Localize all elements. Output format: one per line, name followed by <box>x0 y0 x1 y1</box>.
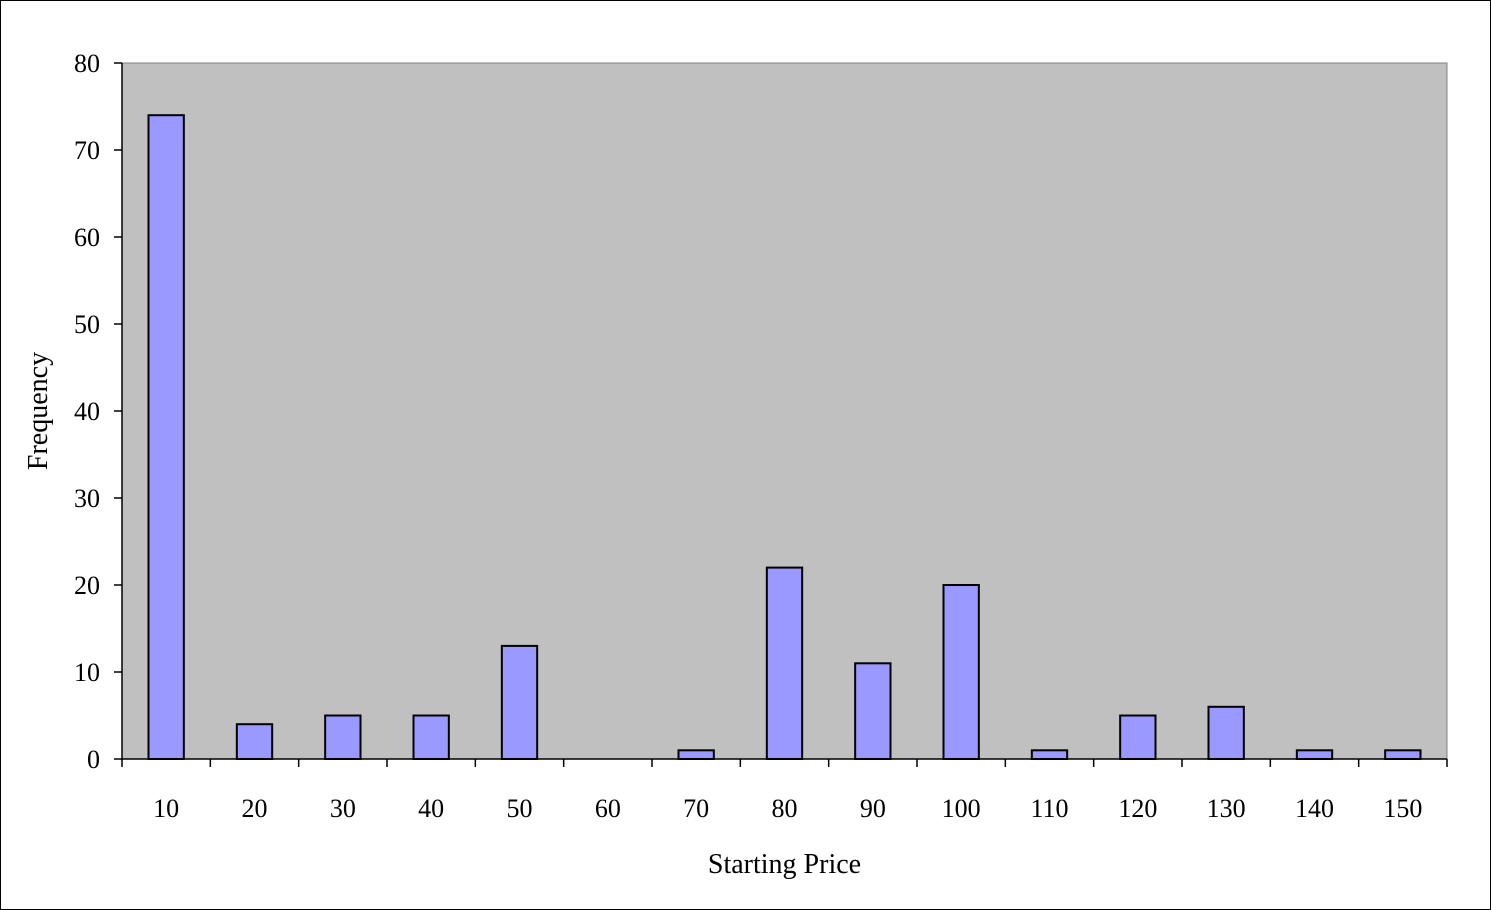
bar-110 <box>1030 749 1069 760</box>
x-tick-label: 140 <box>1295 794 1334 823</box>
y-tick-label: 40 <box>74 397 100 426</box>
bar-80 <box>765 566 804 760</box>
bar-150 <box>1384 749 1422 760</box>
bar-90 <box>854 662 892 760</box>
x-axis-title: Starting Price <box>708 849 861 880</box>
y-tick-label: 20 <box>74 571 100 600</box>
x-tick-label: 90 <box>860 794 886 823</box>
y-tick-label: 80 <box>74 49 100 78</box>
y-tick-label: 70 <box>74 136 100 165</box>
y-tick-label: 10 <box>74 658 100 687</box>
x-tick-label: 10 <box>153 794 179 823</box>
bar-50 <box>500 644 539 761</box>
bar-70 <box>677 749 715 760</box>
x-tick-label: 100 <box>942 794 981 823</box>
bar-140 <box>1295 749 1334 760</box>
bar-20 <box>235 723 274 761</box>
bar-130 <box>1207 705 1245 760</box>
bar-120 <box>1119 714 1157 760</box>
x-tick-label: 60 <box>595 794 621 823</box>
x-tick-label: 120 <box>1118 794 1157 823</box>
x-tick-label: 30 <box>330 794 356 823</box>
x-tick-label: 20 <box>242 794 268 823</box>
y-axis: 0 10 20 30 40 50 60 70 80 <box>74 49 123 774</box>
y-tick-label: 50 <box>74 310 100 339</box>
x-tick-label: 130 <box>1207 794 1246 823</box>
bar-30 <box>324 714 362 760</box>
x-tick-label: 50 <box>507 794 533 823</box>
y-axis-title: Frequency <box>23 352 54 470</box>
bar-40 <box>412 714 450 760</box>
x-tick-label: 110 <box>1030 794 1068 823</box>
x-tick-label: 40 <box>418 794 444 823</box>
bar-100 <box>942 584 980 760</box>
x-tick-label: 150 <box>1383 794 1422 823</box>
y-tick-label: 30 <box>74 484 100 513</box>
x-tick-label: 70 <box>683 794 709 823</box>
x-tick-label: 80 <box>772 794 798 823</box>
bar-10 <box>147 114 185 760</box>
bars-group <box>147 114 1422 761</box>
y-tick-label: 0 <box>87 745 100 774</box>
y-tick-label: 60 <box>74 223 100 252</box>
